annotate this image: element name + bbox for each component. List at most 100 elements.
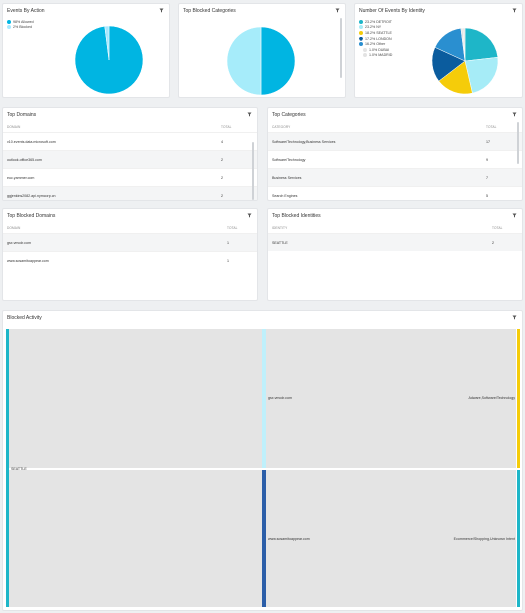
- card-title: Number Of Events By Identity: [359, 8, 425, 14]
- legend-item[interactable]: 1.0% DUBAI: [359, 47, 392, 53]
- category-node[interactable]: [517, 470, 520, 607]
- table-row[interactable]: Software/Technology,Business Services 17: [268, 132, 522, 150]
- legend-item[interactable]: 17.2% LONDON: [359, 36, 392, 42]
- pie-slice[interactable]: [462, 27, 466, 62]
- domain-cell[interactable]: gsx.vmcdr.com: [7, 240, 31, 245]
- domain-cell[interactable]: outlook.office365.com: [7, 157, 42, 162]
- legend-label: 1.0% DUBAI: [369, 47, 390, 52]
- table-row[interactable]: Software/Technology 9: [268, 150, 522, 168]
- legend-item[interactable]: 23.2% DETROIT: [359, 19, 392, 25]
- category-cell[interactable]: Business Services: [272, 175, 302, 180]
- identity-cell[interactable]: SEATTLE: [272, 240, 288, 245]
- table-row[interactable]: Search Engines 5: [268, 186, 522, 200]
- column-header-total[interactable]: TOTAL: [227, 226, 238, 230]
- column-header-total[interactable]: TOTAL: [492, 226, 503, 230]
- legend-item[interactable]: 23.2% NY: [359, 25, 392, 31]
- total-cell: 1: [227, 258, 229, 263]
- domain-label: www.sosamitoappear.com: [268, 537, 310, 541]
- card-title: Top Categories: [272, 112, 306, 118]
- domain-cell[interactable]: ggjenkins2082.api.nymcorp.cn: [7, 193, 56, 198]
- total-cell: 2: [221, 157, 223, 162]
- pie-slice[interactable]: [464, 56, 499, 94]
- table-header: DOMAIN TOTAL: [3, 122, 257, 132]
- legend-label: 18.2% SEATTLE: [365, 30, 392, 35]
- table-row[interactable]: euc.yammer.com 2: [3, 168, 257, 186]
- table-row[interactable]: Business Services 7: [268, 168, 522, 186]
- column-header-total[interactable]: TOTAL: [486, 125, 497, 129]
- filter-icon[interactable]: [512, 213, 517, 218]
- top-blocked-identities-table: IDENTITY TOTAL SEATTLE 2: [268, 223, 522, 251]
- filter-icon[interactable]: [512, 8, 517, 13]
- flow-link[interactable]: [9, 329, 262, 468]
- pie-slice[interactable]: [260, 26, 296, 96]
- domain-cell[interactable]: v10.events.data.microsoft.com: [7, 139, 56, 144]
- table-row[interactable]: outlook.office365.com 2: [3, 150, 257, 168]
- category-node[interactable]: [517, 329, 520, 468]
- column-header-category[interactable]: CATEGORY: [272, 125, 291, 129]
- filter-icon[interactable]: [512, 112, 517, 117]
- card-title: Top Blocked Domains: [7, 213, 56, 219]
- filter-icon[interactable]: [247, 112, 252, 117]
- total-cell: 2: [221, 193, 223, 198]
- events-by-action-pie: [74, 25, 144, 95]
- total-cell: 9: [486, 157, 488, 162]
- legend-item[interactable]: 16.2% Other: [359, 41, 392, 47]
- domain-node[interactable]: [262, 470, 266, 607]
- category-cell[interactable]: Search Engines: [272, 193, 298, 198]
- domain-cell[interactable]: www.sosamitoappear.com: [7, 258, 49, 263]
- legend-swatch: [359, 19, 363, 24]
- table-row[interactable]: www.sosamitoappear.com 1: [3, 251, 257, 269]
- table-row[interactable]: v10.events.data.microsoft.com 4: [3, 132, 257, 150]
- filter-icon[interactable]: [335, 8, 340, 13]
- table-row[interactable]: ggjenkins2082.api.nymcorp.cn 2: [3, 186, 257, 200]
- flow-link[interactable]: [9, 470, 262, 607]
- total-cell: 5: [486, 193, 488, 198]
- scrollbar[interactable]: [516, 122, 519, 164]
- top-blocked-identities-card: Top Blocked Identities IDENTITY TOTAL SE…: [267, 208, 523, 301]
- legend-item[interactable]: 2% Blocked: [7, 25, 34, 31]
- table-row[interactable]: gsx.vmcdr.com 1: [3, 233, 257, 251]
- column-header-domain[interactable]: DOMAIN: [7, 125, 21, 129]
- legend-swatch: [359, 36, 363, 41]
- pie-slice[interactable]: [104, 25, 110, 61]
- domain-node[interactable]: [262, 329, 266, 468]
- legend-label: 1.0% MADRID: [369, 53, 393, 58]
- source-node[interactable]: [6, 329, 9, 607]
- column-header-identity[interactable]: IDENTITY: [272, 226, 288, 230]
- category-cell[interactable]: Software/Technology,Business Services: [272, 139, 336, 144]
- legend-item[interactable]: 98% Allowed: [7, 19, 34, 25]
- pie-slice[interactable]: [464, 27, 499, 62]
- legend-label: 16.2% Other: [365, 42, 386, 47]
- legend-label: 23.2% NY: [365, 25, 382, 30]
- legend-label: 17.2% LONDON: [365, 36, 392, 41]
- category-label: Adware,Software/Technology: [468, 396, 515, 400]
- pie-slice[interactable]: [226, 26, 262, 96]
- scrollbar[interactable]: [339, 18, 342, 78]
- card-title: Events By Action: [7, 8, 45, 14]
- flow-link[interactable]: [266, 329, 516, 468]
- flow-link[interactable]: [266, 470, 516, 607]
- filter-icon[interactable]: [512, 315, 517, 320]
- filter-icon[interactable]: [159, 8, 164, 13]
- legend-item[interactable]: 18.2% SEATTLE: [359, 30, 392, 36]
- chart-legend: 23.2% DETROIT 23.2% NY 18.2% SEATTLE 17.…: [359, 19, 392, 58]
- domain-cell[interactable]: euc.yammer.com: [7, 175, 35, 180]
- legend-label: 98% Allowed: [13, 19, 34, 24]
- table-row[interactable]: SEATTLE 2: [268, 233, 522, 251]
- scrollbar[interactable]: [251, 142, 254, 200]
- top-categories-card: Top Categories CATEGORY TOTAL Software/T…: [267, 107, 523, 201]
- total-cell: 2: [492, 240, 494, 245]
- legend-swatch: [359, 42, 363, 47]
- column-header-total[interactable]: TOTAL: [221, 125, 232, 129]
- legend-swatch: [359, 30, 363, 35]
- source-label: SEATTLE: [11, 467, 27, 471]
- top-blocked-domains-table: DOMAIN TOTAL gsx.vmcdr.com 1 www.sosamito…: [3, 223, 257, 269]
- total-cell: 17: [486, 139, 490, 144]
- filter-icon[interactable]: [247, 213, 252, 218]
- column-header-domain[interactable]: DOMAIN: [7, 226, 21, 230]
- category-cell[interactable]: Software/Technology: [272, 157, 306, 162]
- top-domains-table: DOMAIN TOTAL v10.events.data.microsoft.c…: [3, 122, 257, 200]
- legend-swatch: [359, 25, 363, 30]
- legend-item[interactable]: 1.0% MADRID: [359, 53, 392, 59]
- total-cell: 4: [221, 139, 223, 144]
